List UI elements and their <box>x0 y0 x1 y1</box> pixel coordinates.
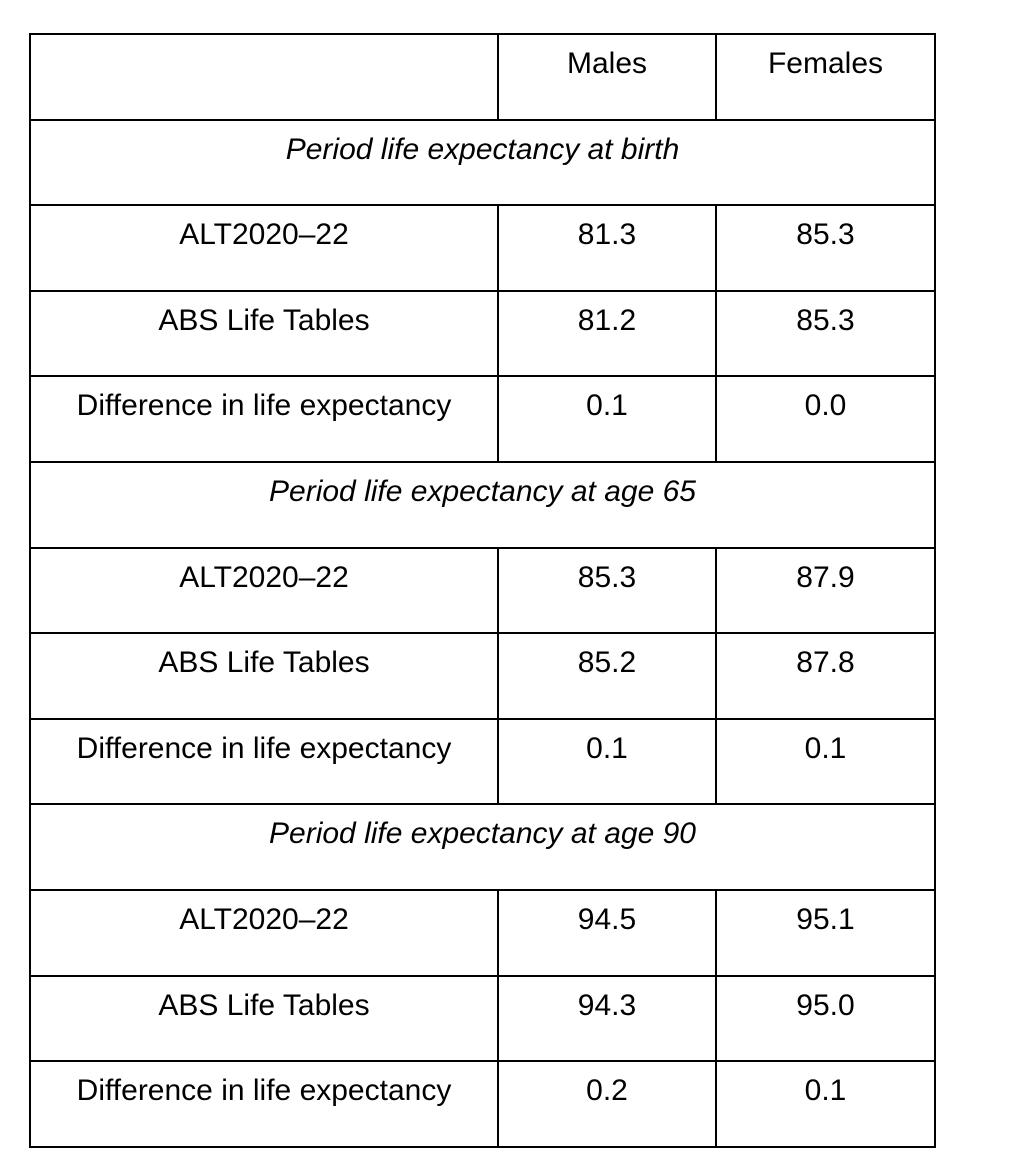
section-title: Period life expectancy at birth <box>29 118 936 207</box>
header-blank-cell <box>29 33 499 121</box>
females-value: 87.9 <box>715 546 936 635</box>
females-value: 95.1 <box>715 888 936 977</box>
females-value: 87.8 <box>715 632 936 720</box>
table-row: ABS Life Tables 81.2 85.3 <box>29 289 936 378</box>
table-row: ABS Life Tables 85.2 87.8 <box>29 632 936 720</box>
table-row: ALT2020–22 94.5 95.1 <box>29 888 936 977</box>
females-value: 85.3 <box>715 289 936 378</box>
females-value: 85.3 <box>715 204 936 292</box>
males-value: 81.2 <box>497 289 717 378</box>
row-label: Difference in life expectancy <box>29 375 499 463</box>
header-females: Females <box>715 33 936 121</box>
section-header-row: Period life expectancy at age 90 <box>29 803 936 891</box>
table-row: Difference in life expectancy 0.2 0.1 <box>29 1060 936 1148</box>
row-label: ALT2020–22 <box>29 888 499 977</box>
table-row: Difference in life expectancy 0.1 0.0 <box>29 375 936 463</box>
section-header-row: Period life expectancy at birth <box>29 118 936 207</box>
females-value: 0.1 <box>715 717 936 806</box>
males-value: 85.2 <box>497 632 717 720</box>
males-value: 94.5 <box>497 888 717 977</box>
row-label: ALT2020–22 <box>29 204 499 292</box>
section-title: Period life expectancy at age 90 <box>29 803 936 891</box>
row-label: Difference in life expectancy <box>29 1060 499 1148</box>
males-value: 0.2 <box>497 1060 717 1148</box>
header-males: Males <box>497 33 717 121</box>
row-label: ABS Life Tables <box>29 974 499 1063</box>
life-expectancy-table: Males Females Period life expectancy at … <box>29 33 936 1148</box>
table-row: ALT2020–22 85.3 87.9 <box>29 546 936 635</box>
males-value: 0.1 <box>497 717 717 806</box>
header-row: Males Females <box>29 33 936 121</box>
males-value: 0.1 <box>497 375 717 463</box>
section-title: Period life expectancy at age 65 <box>29 460 936 549</box>
section-header-row: Period life expectancy at age 65 <box>29 460 936 549</box>
table-row: Difference in life expectancy 0.1 0.1 <box>29 717 936 806</box>
row-label: ABS Life Tables <box>29 289 499 378</box>
females-value: 0.1 <box>715 1060 936 1148</box>
row-label: ALT2020–22 <box>29 546 499 635</box>
males-value: 94.3 <box>497 974 717 1063</box>
males-value: 81.3 <box>497 204 717 292</box>
row-label: ABS Life Tables <box>29 632 499 720</box>
females-value: 0.0 <box>715 375 936 463</box>
males-value: 85.3 <box>497 546 717 635</box>
females-value: 95.0 <box>715 974 936 1063</box>
table-row: ABS Life Tables 94.3 95.0 <box>29 974 936 1063</box>
table-row: ALT2020–22 81.3 85.3 <box>29 204 936 292</box>
row-label: Difference in life expectancy <box>29 717 499 806</box>
